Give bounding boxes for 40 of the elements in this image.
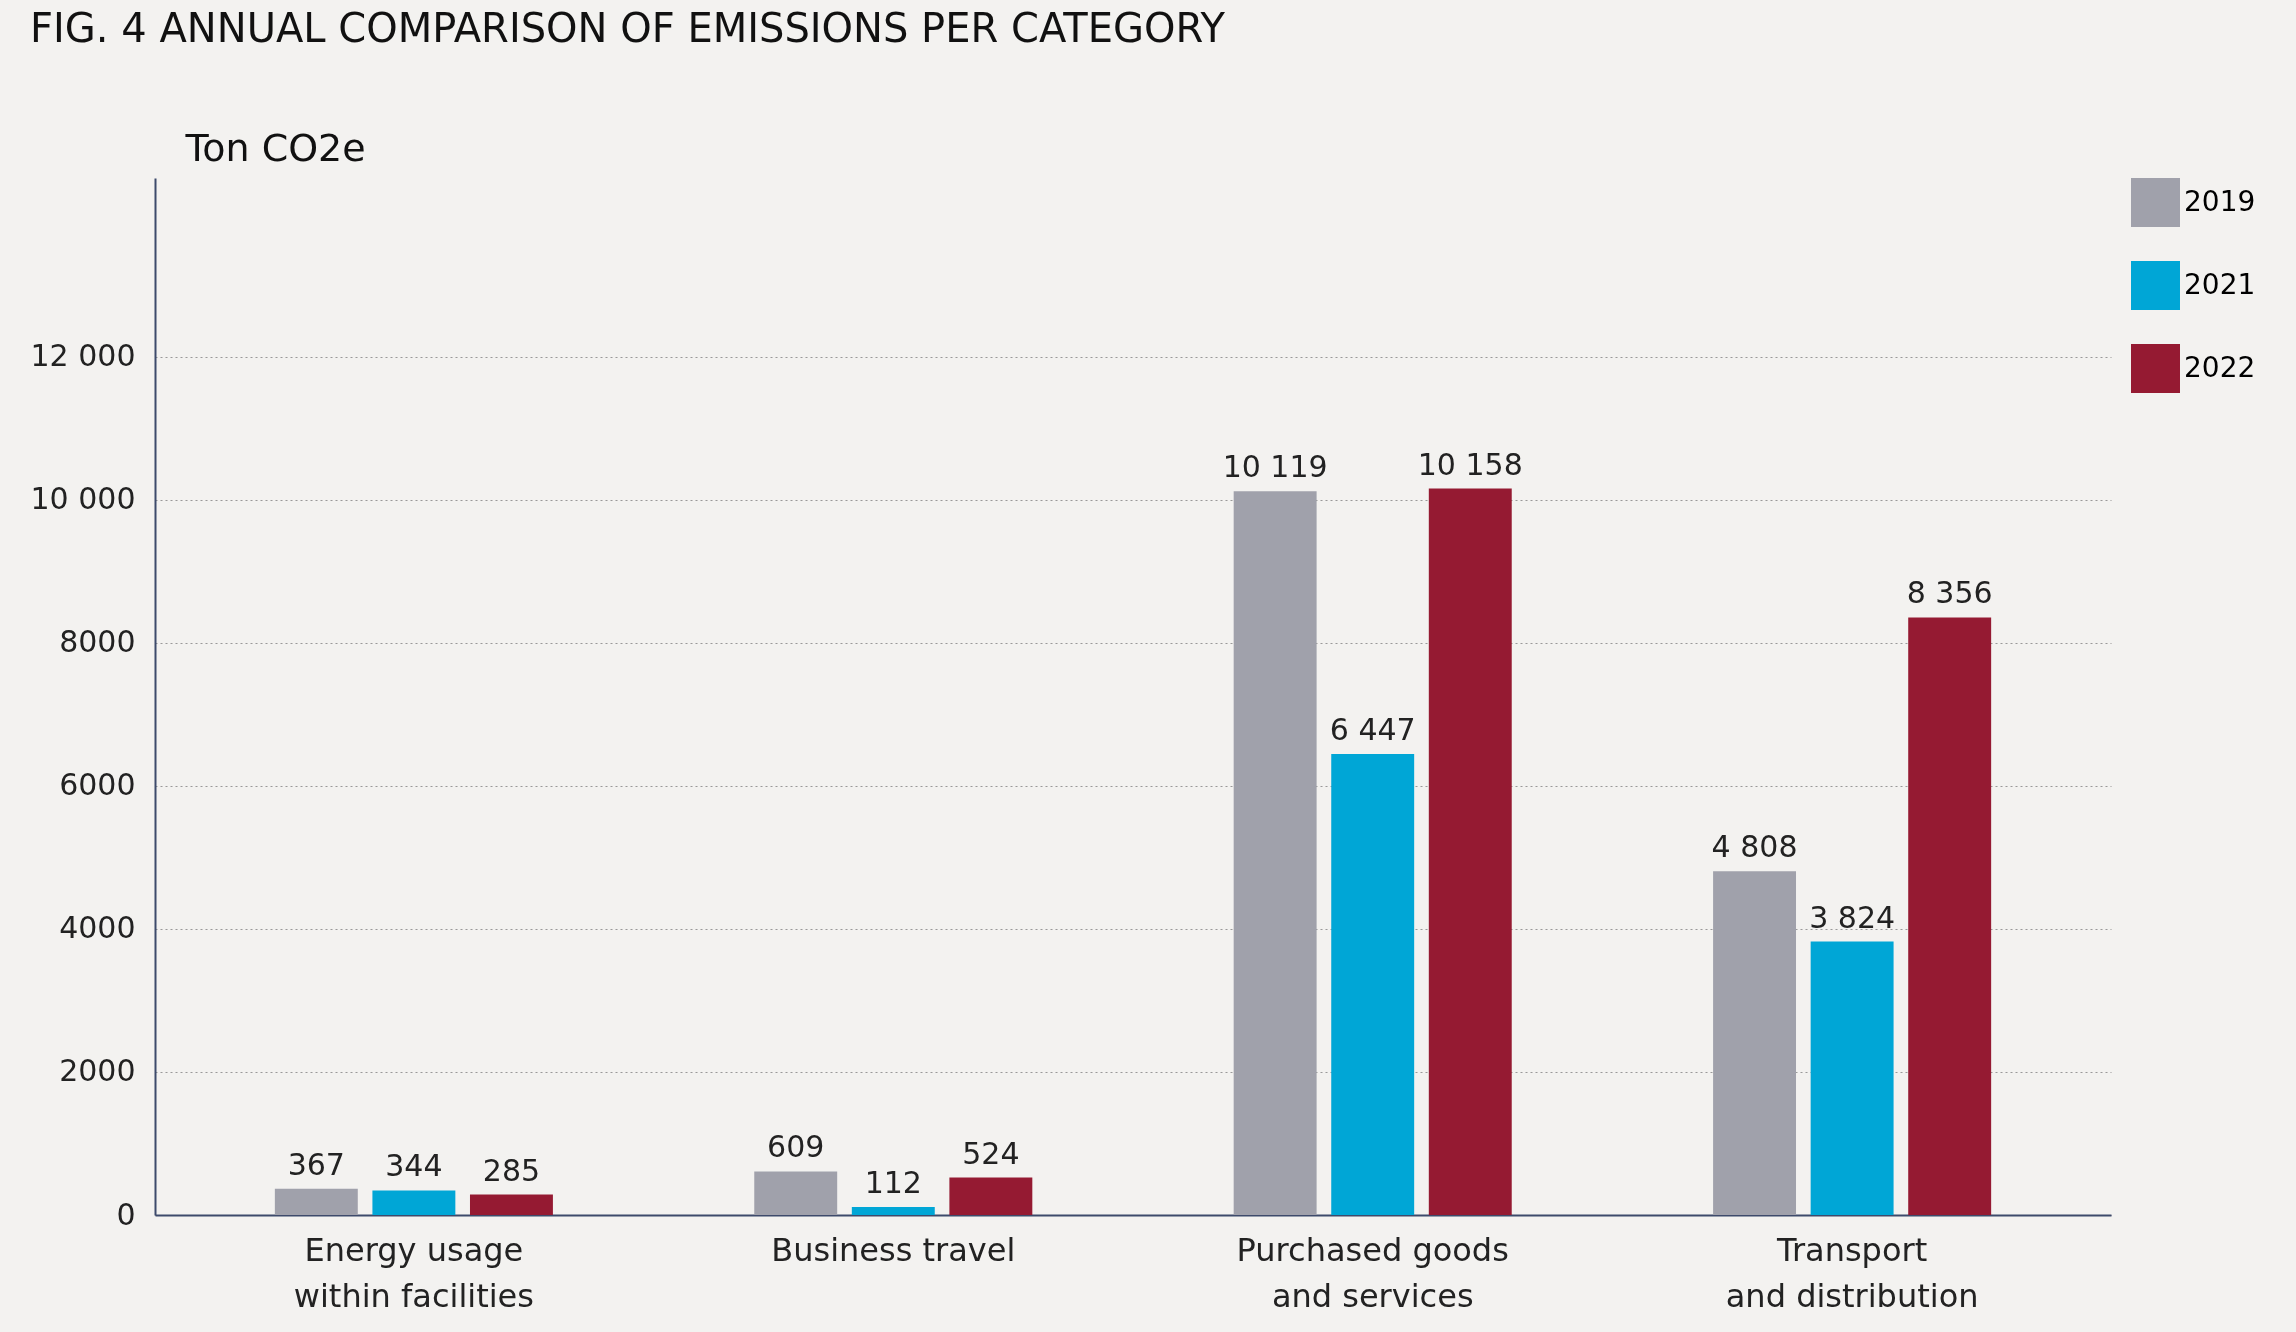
bar bbox=[469, 1194, 553, 1215]
y-tick-label: 12 000 bbox=[30, 338, 136, 374]
y-tick-label: 0 bbox=[116, 1196, 136, 1232]
y-tick-label: 8000 bbox=[59, 624, 136, 660]
chart-title: FIG. 4 ANNUAL COMPARISON OF EMISSIONS PER CATEGORY bbox=[30, 5, 1226, 51]
y-axis-title: Ton CO2e bbox=[184, 125, 366, 170]
bar bbox=[1810, 941, 1894, 1215]
x-tick-label: Energy usage within facilities bbox=[293, 1230, 534, 1315]
data-label: 8 356 bbox=[1906, 575, 1993, 611]
bar bbox=[851, 1206, 935, 1215]
data-label: 10 158 bbox=[1417, 446, 1523, 482]
data-label: 4 808 bbox=[1711, 829, 1798, 865]
y-tick-label: 4000 bbox=[59, 910, 136, 946]
data-label: 285 bbox=[482, 1152, 541, 1188]
bar bbox=[274, 1188, 358, 1215]
bar bbox=[1331, 753, 1415, 1215]
bar bbox=[1428, 488, 1512, 1215]
y-tick-label: 6000 bbox=[59, 767, 136, 803]
data-label: 3 824 bbox=[1809, 899, 1896, 935]
legend-label: 2022 bbox=[2184, 350, 2256, 384]
bar bbox=[1713, 871, 1797, 1215]
y-tick-label: 2000 bbox=[59, 1053, 136, 1089]
x-tick-label: Business travel bbox=[771, 1230, 1016, 1269]
bar bbox=[372, 1190, 456, 1215]
bar bbox=[1233, 491, 1317, 1215]
legend-label: 2021 bbox=[2184, 267, 2256, 301]
data-label: 10 119 bbox=[1222, 449, 1328, 485]
bar bbox=[949, 1177, 1033, 1215]
x-tick-label: Transport and distribution bbox=[1725, 1230, 1979, 1315]
bar bbox=[1908, 617, 1992, 1215]
data-label: 344 bbox=[385, 1148, 443, 1184]
data-label: 112 bbox=[864, 1164, 922, 1200]
data-label: 524 bbox=[962, 1135, 1020, 1171]
legend-label: 2019 bbox=[2184, 184, 2256, 218]
y-tick-label: 10 000 bbox=[30, 481, 136, 517]
data-label: 6 447 bbox=[1329, 711, 1416, 747]
x-tick-label: Purchased goods and services bbox=[1236, 1230, 1509, 1315]
bar bbox=[754, 1171, 838, 1215]
data-label: 367 bbox=[287, 1146, 345, 1182]
data-label: 609 bbox=[767, 1129, 825, 1165]
